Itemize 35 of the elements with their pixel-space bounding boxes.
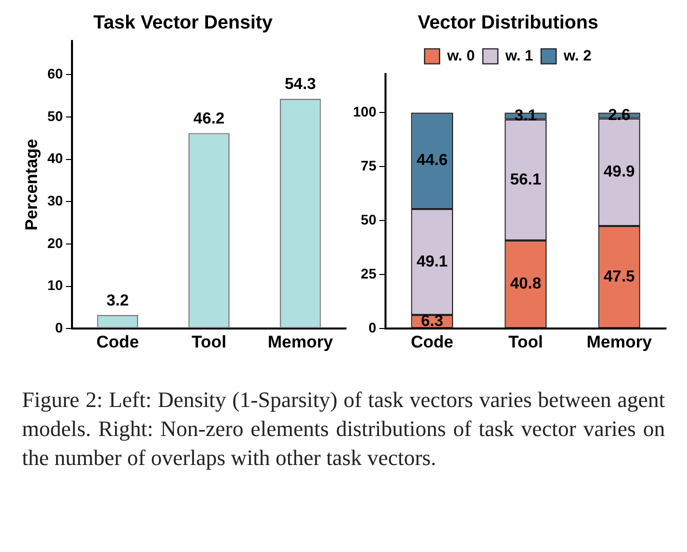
data-label: 54.3 — [284, 76, 316, 94]
data-label: 49.9 — [604, 164, 635, 181]
legend-label: w. 2 — [562, 47, 592, 64]
data-label: 6.3 — [421, 312, 444, 330]
x-tick-label: Memory — [268, 332, 334, 352]
legend-label: w. 1 — [504, 47, 534, 64]
x-tick-label: Code — [410, 332, 454, 352]
y-tick-label: 10 — [47, 277, 64, 294]
y-tick-label: 60 — [47, 66, 64, 82]
x-tick-label: Tool — [192, 332, 226, 352]
data-label: 46.2 — [193, 110, 225, 128]
y-tick-label: 50 — [360, 211, 377, 228]
y-tick-label: 50 — [47, 108, 64, 124]
data-label: 40.8 — [510, 276, 542, 293]
y-tick-label: 0 — [55, 319, 64, 336]
data-label: 56.1 — [510, 171, 542, 188]
x-tick-label: Tool — [508, 332, 543, 352]
data-label: 3.2 — [106, 292, 129, 310]
data-label: 44.6 — [416, 152, 448, 170]
y-tick-label: 0 — [368, 319, 377, 336]
data-label: 49.1 — [416, 253, 448, 270]
chart-title: Task Vector Density — [93, 12, 274, 34]
y-tick-label: 40 — [47, 150, 64, 166]
caption: Figure 2: Left: Density (1-Sparsity) of task vectors varies between agent models. Right: Non-zero elements distributions of task vector varies on the number of overlaps with other task vectors. — [22, 386, 665, 472]
y-tick-label: 20 — [47, 234, 64, 251]
y-tick-label: 25 — [360, 265, 377, 282]
legend-label: w. 0 — [446, 47, 475, 64]
x-tick-label: Code — [96, 332, 139, 352]
y-tick-label: 30 — [47, 192, 64, 208]
y-tick-label: 100 — [353, 104, 377, 120]
chart-title: Vector Distributions — [418, 12, 598, 34]
x-tick-label: Memory — [586, 332, 652, 352]
y-axis-title: Percentage — [22, 138, 41, 231]
y-tick-label: 75 — [360, 158, 377, 174]
data-label: 47.5 — [604, 268, 635, 286]
